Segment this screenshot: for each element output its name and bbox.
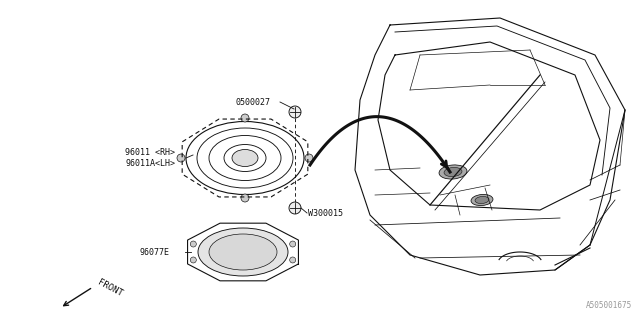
Text: FRONT: FRONT <box>96 278 124 298</box>
Circle shape <box>289 202 301 214</box>
Text: 96077E: 96077E <box>140 247 170 257</box>
Circle shape <box>190 257 196 263</box>
Circle shape <box>290 257 296 263</box>
Circle shape <box>190 241 196 247</box>
Ellipse shape <box>471 195 493 205</box>
Text: 96011 <RH>: 96011 <RH> <box>125 148 175 156</box>
Ellipse shape <box>209 234 277 270</box>
Circle shape <box>241 194 249 202</box>
Circle shape <box>289 106 301 118</box>
Ellipse shape <box>232 149 258 166</box>
Text: W300015: W300015 <box>308 209 343 218</box>
Circle shape <box>305 154 313 162</box>
Text: 96011A<LH>: 96011A<LH> <box>125 158 175 167</box>
Text: 0500027: 0500027 <box>235 98 270 107</box>
Ellipse shape <box>198 228 288 276</box>
Circle shape <box>290 241 296 247</box>
Ellipse shape <box>439 165 467 179</box>
Circle shape <box>241 114 249 122</box>
Circle shape <box>177 154 185 162</box>
Ellipse shape <box>444 167 462 177</box>
Ellipse shape <box>475 196 489 204</box>
Text: A505001675: A505001675 <box>586 301 632 310</box>
